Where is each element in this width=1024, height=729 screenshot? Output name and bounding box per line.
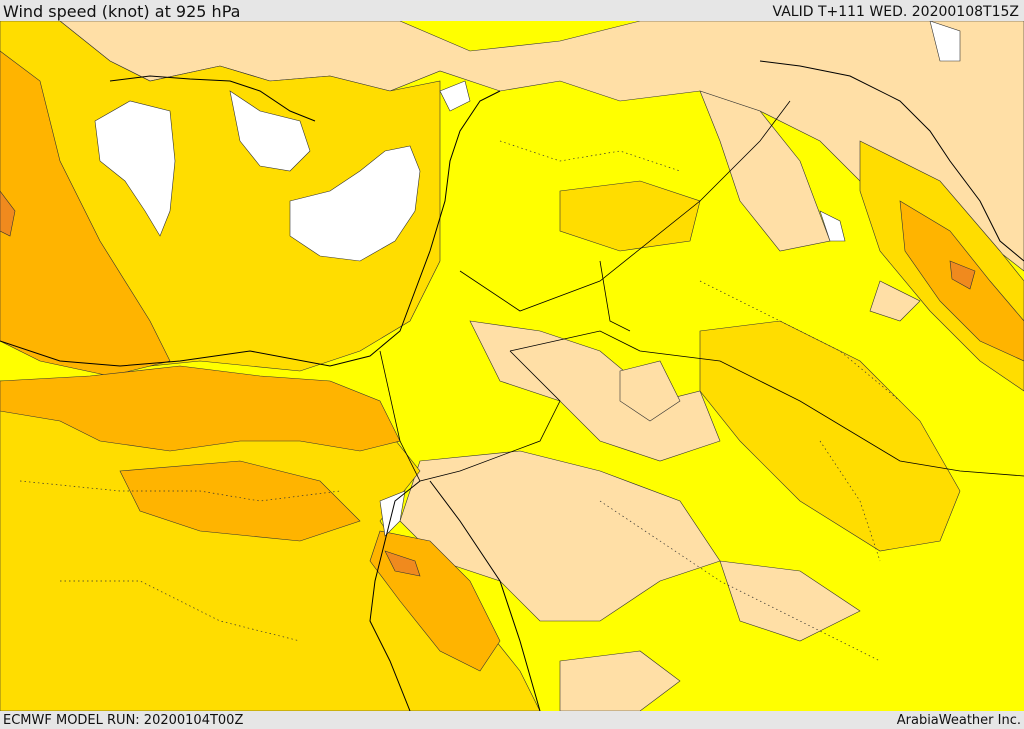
province-boundaries [19,140,901,662]
strong-wind-zones [0,50,1024,672]
map-footer: ECMWF MODEL RUN: 20200104T00Z ArabiaWeat… [0,711,1024,729]
coastlines [0,60,1024,711]
light-wind-zones [59,21,1024,711]
valid-time: VALID T+111 WED. 20200108T15Z [772,4,1019,20]
model-run-label: ECMWF MODEL RUN: 20200104T00Z [3,713,244,728]
credit-label: ArabiaWeather Inc. [896,713,1021,728]
map-title: Wind speed (knot) at 925 hPa [3,2,241,21]
map-canvas [0,21,1024,711]
wind-speed-map[interactable] [0,21,1024,711]
very-strong-wind-zones [0,190,976,577]
map-header: Wind speed (knot) at 925 hPa VALID T+111… [0,0,1024,21]
country-borders [379,100,1024,482]
calm-zones [94,21,961,537]
